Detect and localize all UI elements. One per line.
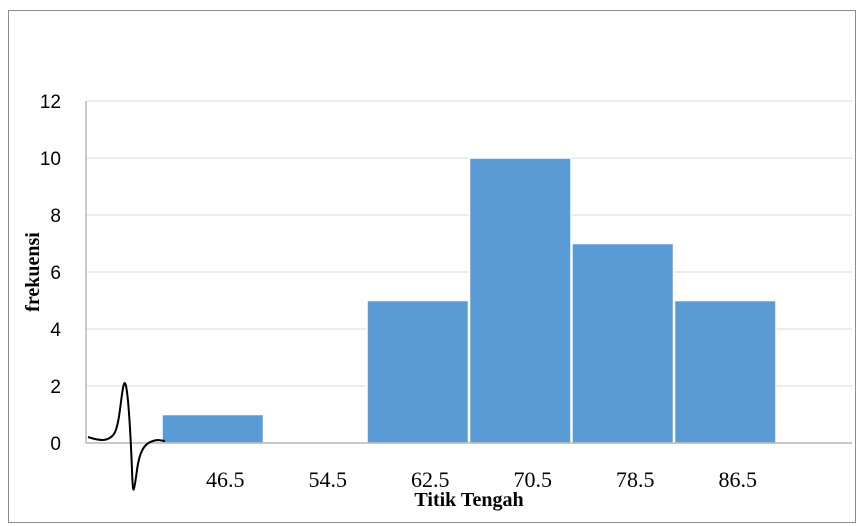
x-tick-label: 70.5: [514, 467, 553, 492]
y-axis-title: frekuensi: [22, 232, 44, 312]
y-tick-label: 10: [40, 149, 61, 170]
bar-78.5: [571, 242, 675, 444]
y-tick-label: 0: [50, 434, 61, 455]
bar-70.5: [468, 157, 572, 444]
y-tick-labels: 0 2 4 6 8 10 12: [40, 92, 62, 455]
y-tick-label: 8: [50, 206, 61, 227]
y-tick-label: 4: [50, 320, 61, 341]
squiggle-mark: [87, 382, 166, 491]
bar-86.5: [673, 299, 777, 444]
x-tick-label: 62.5: [411, 467, 450, 492]
x-tick-labels: 46.5 54.5 62.5 70.5 78.5 86.5: [206, 467, 757, 492]
x-tick-label: 78.5: [616, 467, 655, 492]
bar-46.5: [161, 413, 265, 444]
bars: [161, 157, 777, 444]
x-tick-label: 46.5: [206, 467, 245, 492]
axes: [85, 101, 852, 444]
x-axis-title: Titik Tengah: [414, 489, 523, 511]
x-tick-label: 54.5: [309, 467, 348, 492]
x-tick-label: 86.5: [719, 467, 758, 492]
y-tick-label: 2: [50, 377, 61, 398]
y-tick-label: 6: [50, 263, 61, 284]
bar-62.5: [366, 299, 470, 444]
y-tick-label: 12: [40, 92, 61, 113]
chart-border: [8, 10, 856, 523]
